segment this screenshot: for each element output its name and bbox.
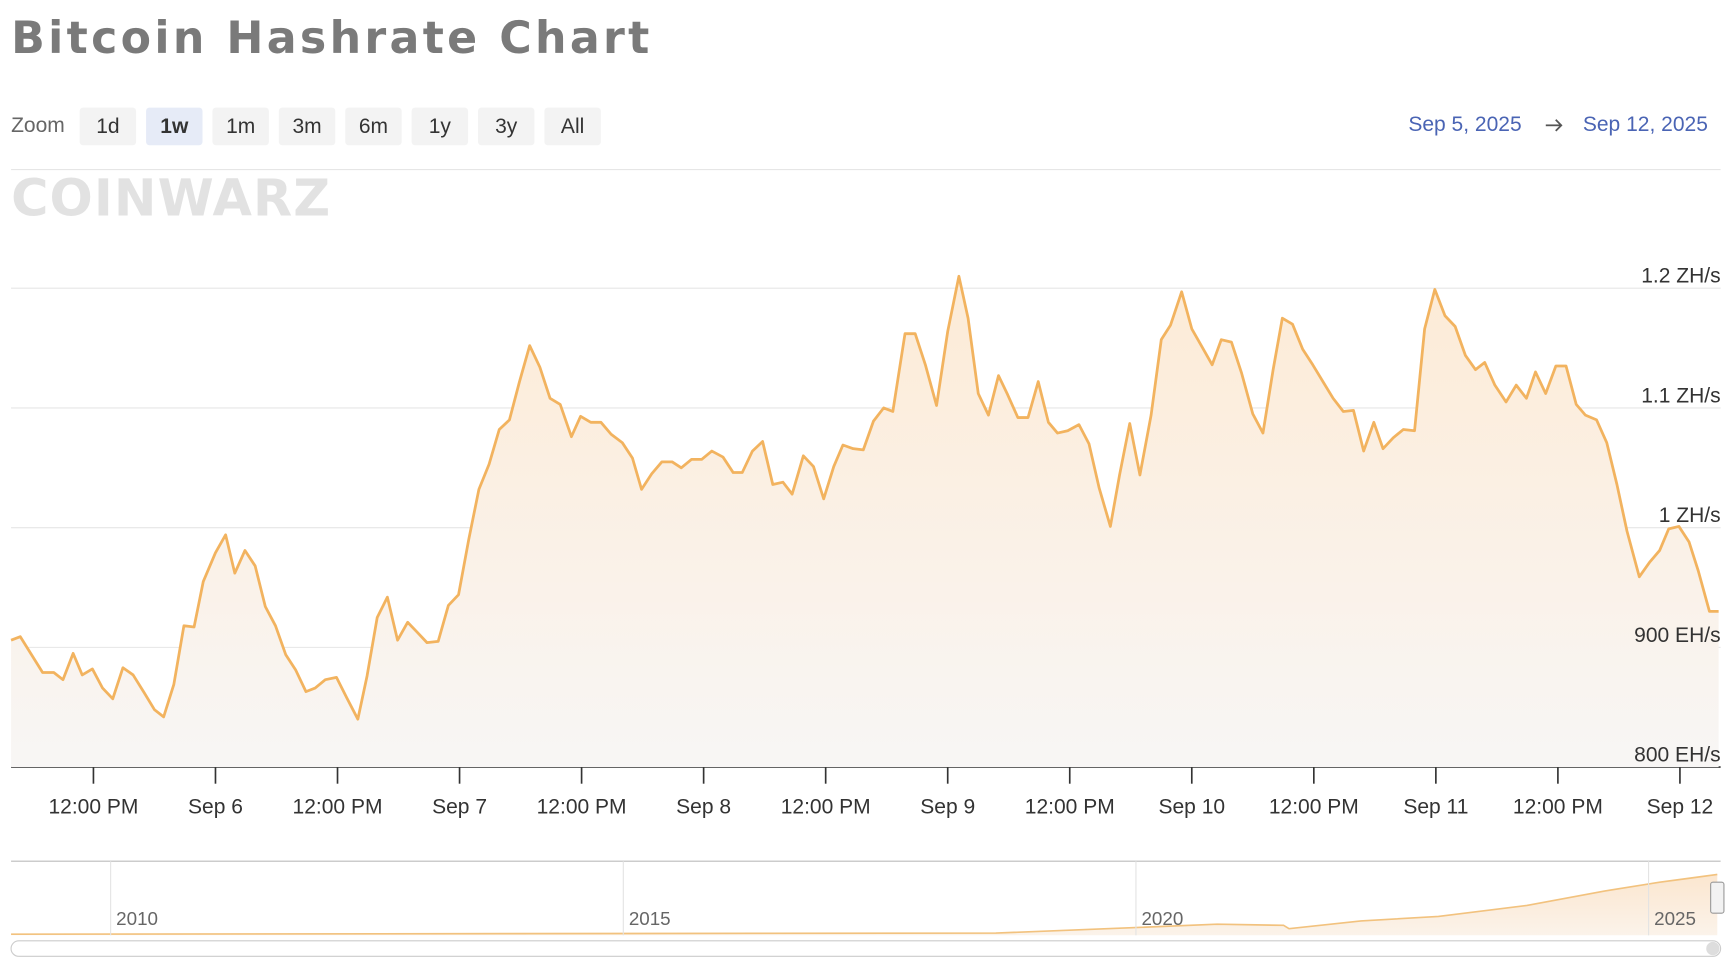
navigator-area — [11, 874, 1718, 936]
zoom-button[interactable]: All — [544, 107, 601, 146]
x-tick-label: Sep 7 — [432, 796, 487, 819]
zoom-button-bg[interactable] — [478, 107, 535, 146]
zoom-button[interactable]: 1d — [79, 107, 137, 146]
y-tick-label: 800 EH/s — [1634, 744, 1720, 767]
zoom-button-bg[interactable] — [345, 107, 402, 146]
scrollbar-thumb[interactable] — [1706, 941, 1720, 956]
zoom-button-label[interactable]: 1y — [429, 115, 452, 138]
zoom-button[interactable]: 6m — [345, 107, 402, 146]
navigator-label: 2010 — [116, 908, 158, 929]
zoom-button-label[interactable]: 6m — [359, 115, 388, 138]
line — [10, 274, 1719, 721]
zoom-button-label[interactable]: 3m — [292, 115, 321, 138]
x-tick-label: 12:00 PM — [48, 796, 138, 819]
navigator-line — [11, 873, 1718, 936]
x-tick-label: 12:00 PM — [781, 796, 871, 819]
zoom-button-bg[interactable] — [544, 107, 601, 146]
zoom-button-label[interactable]: All — [561, 115, 584, 138]
zoom-button-label[interactable]: 1w — [160, 115, 189, 138]
x-tick-label: Sep 10 — [1158, 796, 1225, 819]
zoom-button-label[interactable]: 1m — [226, 115, 255, 138]
arrow-icon — [1545, 119, 1563, 132]
navigator-label: 2020 — [1141, 908, 1183, 929]
x-tick-label: 12:00 PM — [1269, 796, 1359, 819]
zoom-button-label[interactable]: 3y — [495, 115, 518, 138]
zoom-label: Zoom — [11, 114, 65, 137]
x-tick-label: Sep 9 — [920, 796, 975, 819]
zoom-button-bg[interactable] — [212, 107, 269, 146]
zoom-button-bg[interactable] — [278, 107, 336, 146]
navigator-label: 2015 — [629, 908, 671, 929]
zoom-button[interactable]: 3m — [278, 107, 336, 146]
zoom-button[interactable]: 1w — [146, 107, 203, 146]
date-to[interactable]: Sep 12, 2025 — [1583, 113, 1708, 136]
y-tick-label: 1.2 ZH/s — [1641, 265, 1720, 288]
x-tick-label: Sep 12 — [1647, 796, 1714, 819]
x-tick-label: Sep 11 — [1403, 796, 1468, 819]
area — [11, 276, 1719, 768]
zoom-button-bg[interactable] — [411, 107, 469, 146]
navigator-label: 2025 — [1654, 908, 1696, 929]
zoom-button[interactable]: 3y — [478, 107, 535, 146]
y-tick-label: 1 ZH/s — [1659, 504, 1721, 527]
x-tick-label: 12:00 PM — [537, 796, 627, 819]
x-tick-label: 12:00 PM — [1513, 796, 1603, 819]
y-tick-label: 1.1 ZH/s — [1641, 384, 1720, 407]
y-tick-label: 900 EH/s — [1634, 624, 1720, 647]
zoom-button[interactable]: 1y — [411, 107, 469, 146]
watermark: COINWARZ — [11, 170, 331, 229]
zoom-button-bg[interactable] — [146, 107, 203, 146]
scrollbar-track[interactable] — [10, 940, 1722, 957]
navigator-handle[interactable] — [1710, 881, 1725, 914]
zoom-button-label[interactable]: 1d — [96, 115, 119, 138]
x-tick-label: Sep 8 — [676, 796, 731, 819]
date-from[interactable]: Sep 5, 2025 — [1408, 113, 1521, 136]
zoom-button[interactable]: 1m — [212, 107, 269, 146]
navigator: 2010 2015 2020 2025 — [10, 860, 1725, 957]
page-title: Bitcoin Hashrate Chart — [11, 13, 653, 64]
x-tick-label: 12:00 PM — [293, 796, 383, 819]
zoom-button-bg[interactable] — [79, 107, 137, 146]
x-tick-label: 12:00 PM — [1025, 796, 1115, 819]
x-tick-label: Sep 6 — [188, 796, 243, 819]
